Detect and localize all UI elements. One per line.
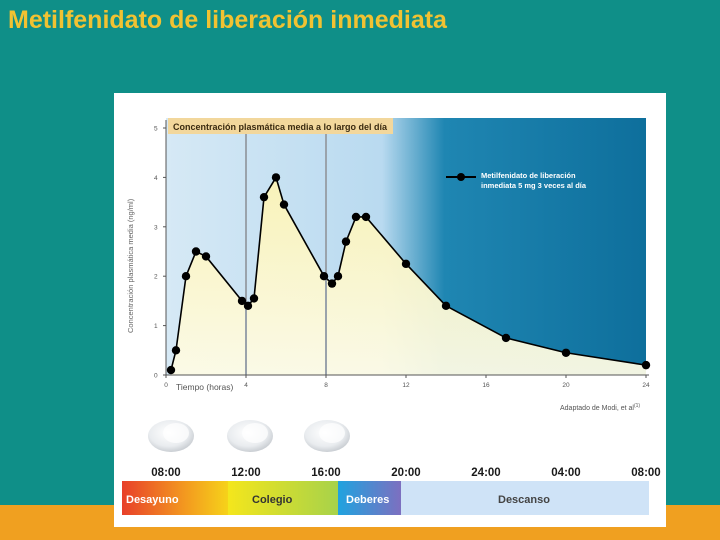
data-point	[181, 272, 191, 281]
y-tick-label: 4	[154, 175, 158, 182]
x-tick-label: 4	[244, 382, 248, 389]
data-point	[319, 272, 329, 281]
data-point	[641, 360, 651, 370]
data-point	[351, 212, 361, 222]
figure-panel: 0 1 2 3 4 5 0 4 8 12 16 20 24 Concentración plasmáti…	[114, 93, 666, 527]
curve-area	[171, 177, 646, 375]
legend: Metilfenidato de liberación inmediata 5 …	[446, 171, 587, 190]
y-axis-label: Concentración plasmática media (ng/ml)	[126, 198, 135, 333]
data-point	[401, 259, 411, 269]
timeline-time: 12:00	[231, 467, 260, 479]
timeline-time: 16:00	[311, 467, 340, 479]
chart-title: Concentración plasmática media a lo larg…	[173, 122, 388, 132]
data-point	[361, 212, 371, 222]
pill	[304, 420, 350, 452]
band-label: Colegio	[252, 494, 293, 506]
data-point	[201, 252, 211, 261]
band-deberes	[338, 481, 401, 515]
timeline-time: 20:00	[391, 467, 420, 479]
data-point	[279, 200, 289, 209]
timeline-time: 04:00	[551, 467, 580, 479]
data-point	[501, 333, 511, 343]
x-tick-label: 12	[402, 382, 410, 389]
data-point	[561, 348, 571, 357]
band-label: Descanso	[498, 494, 550, 506]
data-point	[327, 279, 337, 288]
data-point	[333, 272, 343, 281]
timeline-time: 08:00	[151, 467, 180, 479]
pill	[227, 420, 273, 452]
slide-title: Metilfenidato de liberación inmediata	[8, 6, 447, 34]
x-tick-label: 16	[482, 382, 490, 389]
data-point	[249, 294, 259, 303]
x-tick-label: 0	[164, 382, 168, 389]
band-label: Desayuno	[126, 494, 179, 506]
data-point	[191, 247, 201, 256]
band-desayuno	[122, 481, 228, 515]
timeline-time: 08:00	[631, 467, 660, 479]
band-colegio	[228, 481, 338, 515]
data-point	[441, 301, 451, 311]
legend-label: Metilfenidato de liberación inmediata 5 …	[481, 171, 587, 190]
y-tick-label: 3	[154, 224, 158, 231]
x-tick-label: 24	[642, 382, 650, 389]
series-line	[170, 176, 647, 371]
x-axis-label: Tiempo (horas)	[176, 382, 233, 392]
y-tick-label: 2	[154, 274, 158, 281]
data-point	[243, 301, 253, 311]
data-point	[237, 296, 247, 306]
y-tick-label: 5	[154, 126, 158, 133]
legend-marker	[457, 173, 465, 181]
x-tick-label: 8	[324, 382, 328, 389]
data-point	[271, 173, 281, 182]
band-label: Deberes	[346, 494, 389, 506]
y-tick-label: 0	[154, 373, 158, 380]
band-descanso	[401, 481, 649, 515]
data-point	[171, 346, 181, 355]
data-point	[341, 237, 351, 246]
timeline-time: 24:00	[471, 467, 500, 479]
data-point	[259, 192, 269, 202]
source-note: Adaptado de Modi, et al(1)	[560, 403, 640, 412]
y-tick-label: 1	[154, 323, 158, 330]
x-tick-label: 20	[562, 382, 570, 389]
chart-title-box	[168, 118, 393, 134]
pill	[148, 420, 194, 452]
data-point	[166, 365, 176, 375]
